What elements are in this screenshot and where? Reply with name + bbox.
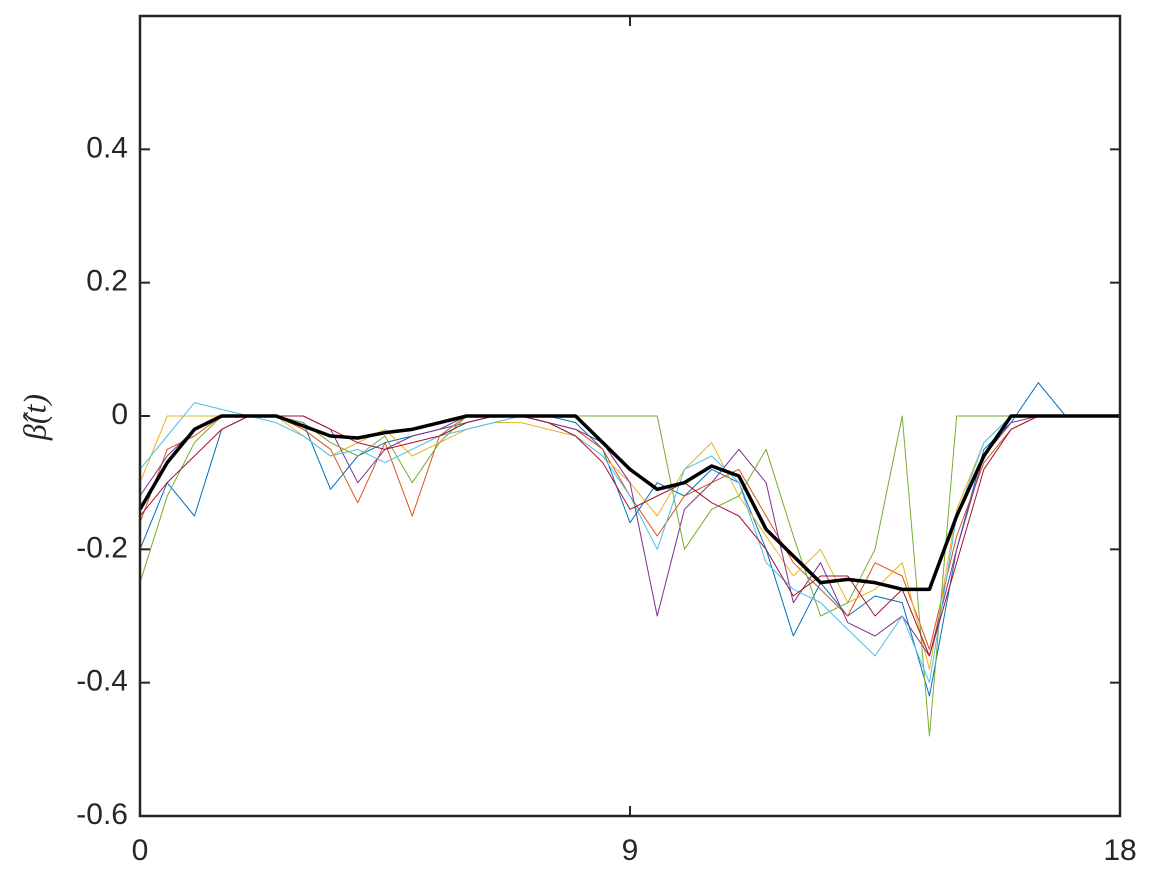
y-axis-label: β̂(t): [16, 394, 52, 441]
y-tick-label: 0.4: [86, 131, 128, 164]
y-tick-label: 0.2: [86, 265, 128, 298]
x-tick-label: 9: [622, 834, 639, 867]
axes-box: [138, 14, 1122, 818]
y-tick-label: -0.4: [76, 665, 128, 698]
x-tick-label: 18: [1103, 834, 1136, 867]
line: [138, 414, 1120, 592]
line: [139, 415, 1120, 737]
y-tick-label: -0.2: [76, 531, 128, 564]
line: [139, 415, 1120, 657]
x-tick-label: 0: [132, 834, 149, 867]
y-tick-label: -0.6: [76, 798, 128, 831]
y-tick-label: 0: [111, 398, 128, 431]
